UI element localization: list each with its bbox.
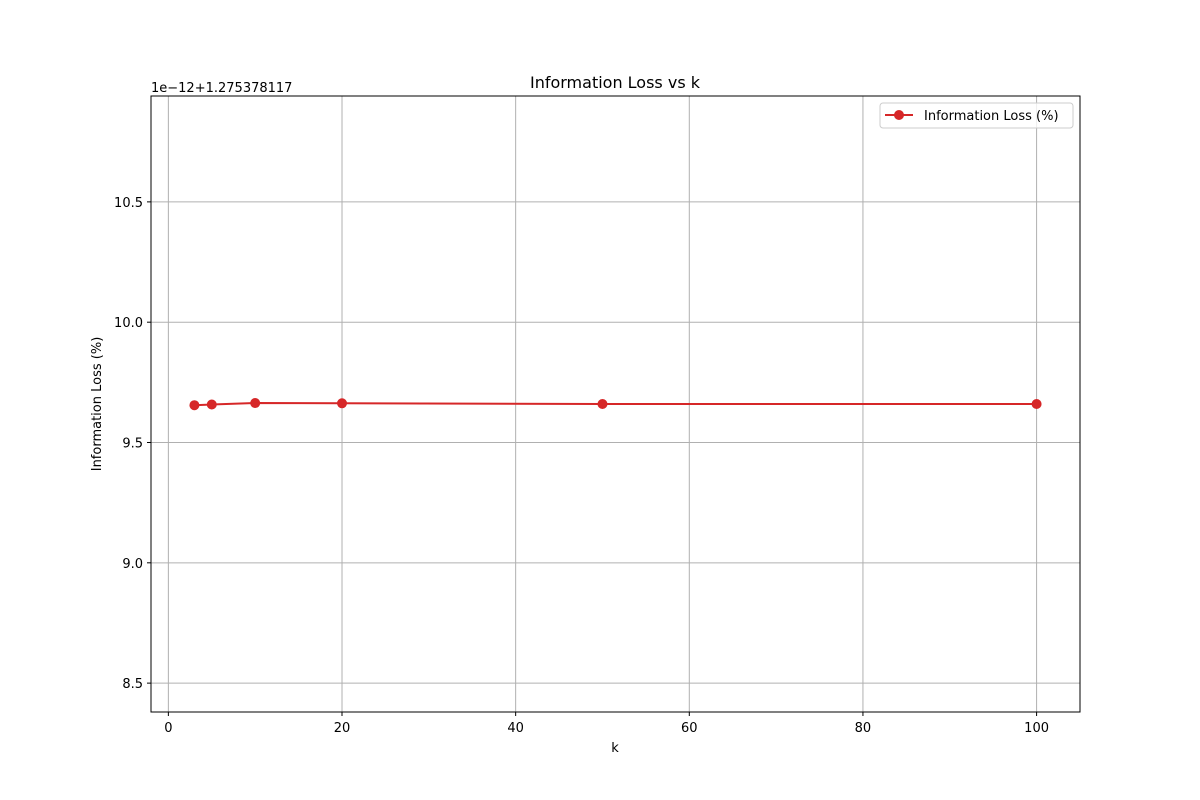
y-tick-label: 10.5: [114, 196, 143, 211]
x-axis-ticks: 0 20 40 60 80 100: [164, 712, 1049, 736]
series-layer: [189, 398, 1042, 411]
x-axis-label: k: [611, 741, 619, 756]
data-point: [1031, 399, 1042, 409]
y-tick-label: 9.0: [122, 557, 143, 572]
data-point: [597, 399, 608, 409]
legend-box: [879, 102, 1074, 129]
legend: Information Loss (%): [879, 102, 1074, 129]
y-axis-ticks: 8.5 9.0 9.5 10.0 10.5: [114, 196, 151, 692]
plot-frame: [150, 95, 1081, 713]
legend-marker-swatch: [894, 110, 904, 120]
y-tick-label: 8.5: [122, 677, 143, 692]
y-axis-label: Information Loss (%): [90, 337, 105, 472]
x-tick-label: 80: [855, 721, 872, 736]
y-axis-offset-label: 1e−12+1.275378117: [151, 81, 292, 96]
y-tick-label: 9.5: [122, 437, 143, 452]
x-tick-label: 60: [681, 721, 698, 736]
x-tick-label: 0: [164, 721, 172, 736]
data-point: [206, 399, 217, 410]
data-point: [189, 400, 200, 411]
legend-label: Information Loss (%): [924, 109, 1059, 124]
data-point: [250, 398, 261, 409]
chart-title: Information Loss vs k: [530, 73, 701, 92]
y-tick-label: 10.0: [114, 316, 143, 331]
data-point: [337, 398, 348, 409]
x-tick-label: 100: [1024, 721, 1049, 736]
x-tick-label: 40: [507, 721, 524, 736]
x-tick-label: 20: [334, 721, 351, 736]
